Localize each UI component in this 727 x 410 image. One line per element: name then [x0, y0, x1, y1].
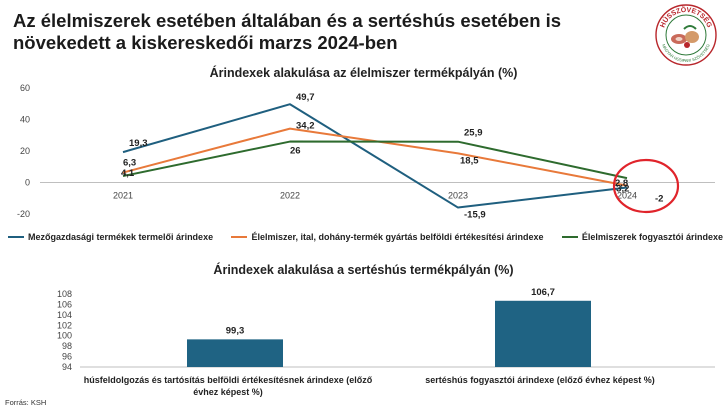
line-y-tick-4: 60 [20, 83, 30, 93]
bar-y-tick-100: 100 [57, 331, 72, 341]
line-label-producer-2024: -3,2 [613, 184, 629, 195]
source-note: Forrás: KSH [5, 398, 47, 407]
bar-y-tick-104: 104 [57, 310, 72, 320]
line-label-consumer-2022: 26 [290, 146, 301, 157]
legend-label-consumer: Élelmiszerek fogyasztói árindexe [581, 232, 723, 242]
bar-group [187, 300, 591, 367]
line-y-tick-1: 0 [25, 178, 30, 188]
legend-swatch-manufacturing [231, 236, 248, 238]
page-title: Az élelmiszerek esetében általában és a … [13, 10, 562, 53]
bar-category-label-processing: húsfeldolgozás és tartósítás belföldi ér… [83, 375, 373, 397]
line-label-manufacturing-2024: -2 [655, 194, 663, 205]
legend-item-consumer: Élelmiszerek fogyasztói árindexe [561, 232, 723, 242]
line-y-tick-2: 20 [20, 146, 30, 156]
line-x-tick-2021: 2021 [113, 191, 133, 201]
bar-data-labels: 99,3 106,7 [226, 287, 555, 337]
line-y-tick-0: -20 [17, 209, 30, 219]
line-chart-legend: Mezőgazdasági termékek termelői árindexe… [8, 232, 723, 242]
hussszovetseg-logo: HÚSSZÖVETSÉG MAGYAR HÚSIPARI SZÖVETSÉG [655, 4, 717, 66]
bar-processing [187, 339, 283, 367]
bar-category-label-consumer: sertéshús fogyasztói árindexe (előző évh… [425, 375, 655, 385]
line-label-manufacturing-2022: 34,2 [296, 121, 315, 132]
line-x-tick-labels: 2021 2022 2023 2024 [113, 191, 637, 201]
line-label-producer-2022: 49,7 [296, 92, 315, 103]
legend-label-producer: Mezőgazdasági termékek termelői árindexe [28, 232, 214, 242]
line-series-consumer [122, 140, 628, 180]
legend-item-producer: Mezőgazdasági termékek termelői árindexe [8, 232, 213, 242]
bar-consumer [495, 300, 591, 367]
line-y-axis: -20 0 20 40 60 [17, 83, 30, 219]
line-y-tick-3: 40 [20, 115, 30, 125]
line-chart-title: Árindexek alakulása az élelmiszer termék… [209, 66, 518, 80]
line-label-consumer-2021: 4,1 [121, 168, 135, 179]
legend-swatch-producer [8, 236, 24, 238]
line-series-producer [122, 103, 628, 209]
line-label-producer-2023: -15,9 [464, 210, 486, 221]
line-data-labels: 19,3 49,7 -15,9 -3,2 6,3 34,2 18,5 -2 4,1 26 25,9 2… [121, 92, 663, 220]
line-label-producer-2021: 19,3 [129, 138, 148, 149]
line-label-consumer-2023: 25,9 [464, 128, 483, 139]
legend-label-manufacturing: Élelmiszer, ital, dohány-termék gyártás … [251, 232, 544, 242]
line-chart: -20 0 20 40 60 2021 2022 2023 2024 19,3 49,7 -15,… [17, 83, 715, 221]
bar-y-tick-102: 102 [57, 320, 72, 330]
meat-industry-seal-icon [671, 25, 699, 48]
bar-label-processing: 99,3 [226, 325, 245, 336]
line-label-manufacturing-2021: 6,3 [123, 158, 136, 169]
bar-y-tick-98: 98 [62, 341, 72, 351]
line-label-manufacturing-2023: 18,5 [460, 155, 479, 166]
bar-label-consumer: 106,7 [531, 287, 555, 298]
legend-swatch-consumer [561, 236, 578, 238]
line-series-group [122, 103, 628, 209]
bar-y-tick-94: 94 [62, 362, 72, 372]
line-x-tick-2022: 2022 [280, 191, 300, 201]
bar-y-tick-108: 108 [57, 289, 72, 299]
bar-y-tick-106: 106 [57, 299, 72, 309]
legend-item-manufacturing: Élelmiszer, ital, dohány-termék gyártás … [231, 232, 544, 242]
line-label-consumer-2024: 2,8 [615, 178, 628, 189]
line-x-tick-2024: 2024 [617, 191, 637, 201]
line-x-tick-2023: 2023 [448, 191, 468, 201]
highlight-circle-2024 [612, 158, 680, 214]
bar-y-tick-96: 96 [62, 352, 72, 362]
bar-chart-title: Árindexek alakulása a sertéshús termékpá… [213, 263, 514, 277]
